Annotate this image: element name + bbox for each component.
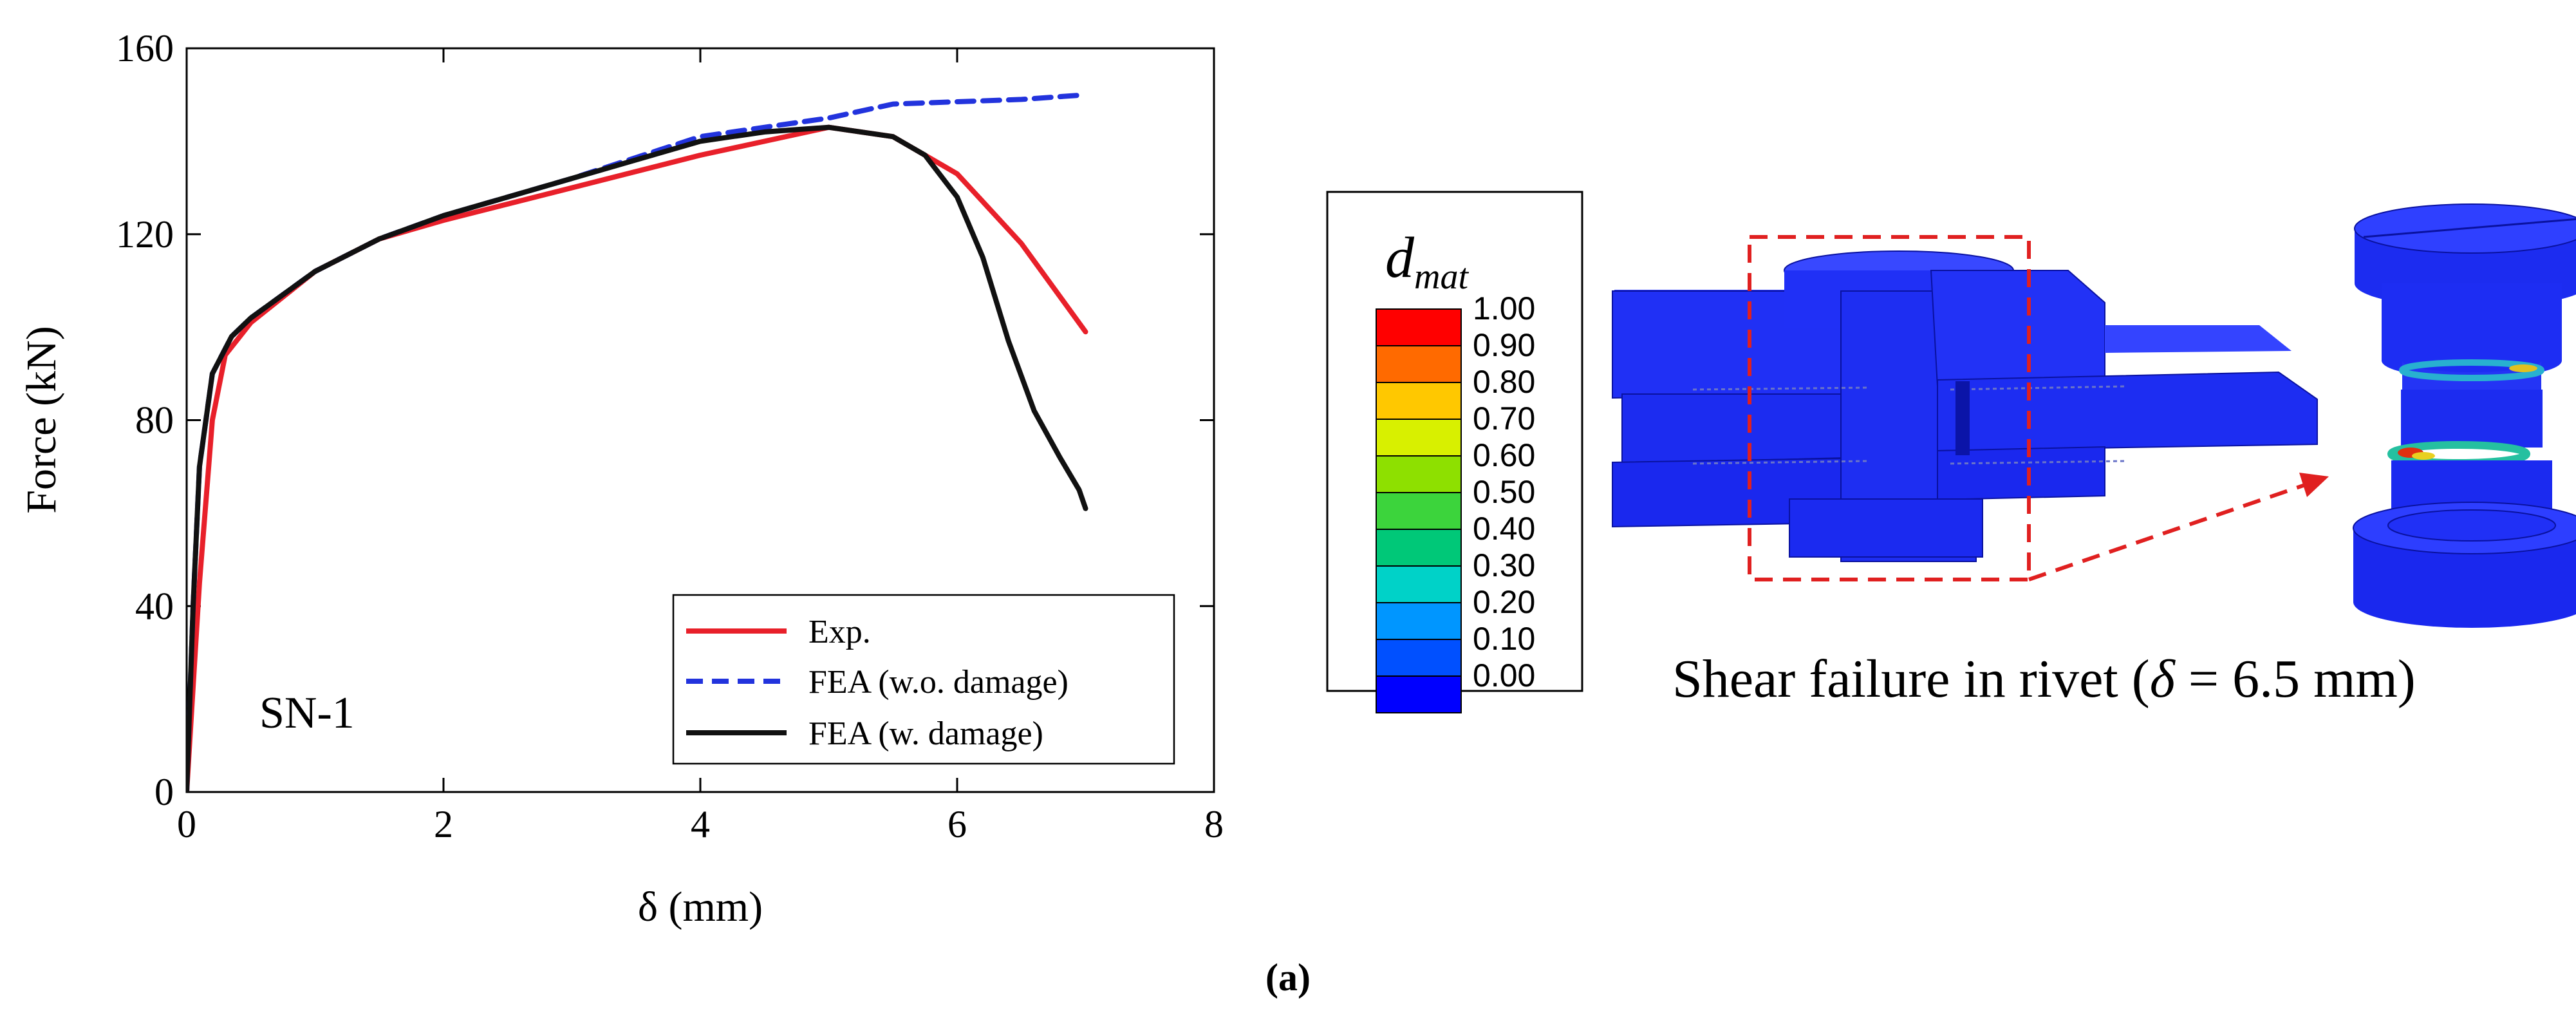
y-tick-label: 120: [116, 213, 174, 256]
figure-label: (a): [1265, 956, 1311, 999]
y-tick-label: 40: [135, 585, 174, 627]
colorbar-swatch-0: [1376, 308, 1462, 346]
legend-label-fea-w: FEA (w. damage): [808, 715, 1043, 752]
legend-label-fea-wo: FEA (w.o. damage): [808, 664, 1069, 701]
x-tick-label: 8: [1204, 803, 1224, 845]
y-tick-label: 0: [154, 771, 174, 813]
colorbar-swatch-5: [1376, 492, 1462, 530]
colorbar-title: dmat: [1385, 226, 1469, 297]
colorbar-swatch-8: [1376, 602, 1462, 640]
legend: Exp. FEA (w.o. damage) FEA (w. damage): [672, 594, 1175, 765]
x-tick-label: 4: [691, 803, 710, 845]
x-tick-label: 6: [947, 803, 967, 845]
y-tick-label: 80: [135, 399, 174, 442]
colorbar-label: 0.30: [1473, 547, 1535, 583]
colorbar-swatch-4: [1376, 455, 1462, 493]
colorbar-swatch-2: [1376, 382, 1462, 420]
colorbar-label: 0.00: [1473, 657, 1535, 693]
rivet-failure-illustration: [2353, 203, 2576, 628]
x-tick-label: 0: [177, 803, 196, 845]
colorbar-swatch-3: [1376, 419, 1462, 457]
legend-box: [672, 594, 1175, 765]
colorbar-label: 0.40: [1473, 511, 1535, 547]
colorbar-swatches: [1376, 308, 1462, 713]
colorbar-swatch-1: [1376, 345, 1462, 383]
x-axis-label: δ (mm): [638, 883, 763, 930]
illustration-caption: Shear failure in rivet (δ = 6.5 mm): [1672, 649, 2416, 709]
colorbar-label: 0.20: [1473, 584, 1535, 620]
y-tick-label: 160: [116, 27, 174, 70]
colorbar-label: 1.00: [1473, 290, 1535, 326]
colorbar-swatch-7: [1376, 565, 1462, 603]
colorbar-panel: dmat 1.000.900.800.700.600.500.400.300.2…: [1326, 191, 1583, 713]
colorbar-label: 0.70: [1473, 401, 1535, 437]
colorbar-label: 0.60: [1473, 437, 1535, 473]
y-axis-label: Force (kN): [18, 326, 65, 513]
chart-annotation: SN-1: [259, 688, 355, 738]
colorbar-label: 0.50: [1473, 474, 1535, 510]
x-tick-label: 2: [434, 803, 453, 845]
colorbar-label: 0.10: [1473, 621, 1535, 657]
colorbar-swatch-6: [1376, 529, 1462, 567]
colorbar-swatch-10: [1376, 675, 1462, 713]
series-group: [187, 92, 1088, 792]
legend-label-exp: Exp.: [808, 614, 871, 650]
colorbar-labels: 1.000.900.800.700.600.500.400.300.200.10…: [1473, 290, 1535, 693]
colorbar-label: 0.90: [1473, 327, 1535, 363]
joint-model-illustration: [1612, 235, 2329, 581]
colorbar-label: 0.80: [1473, 364, 1535, 400]
colorbar-swatch-9: [1376, 639, 1462, 677]
series-line-2: [187, 124, 1088, 792]
